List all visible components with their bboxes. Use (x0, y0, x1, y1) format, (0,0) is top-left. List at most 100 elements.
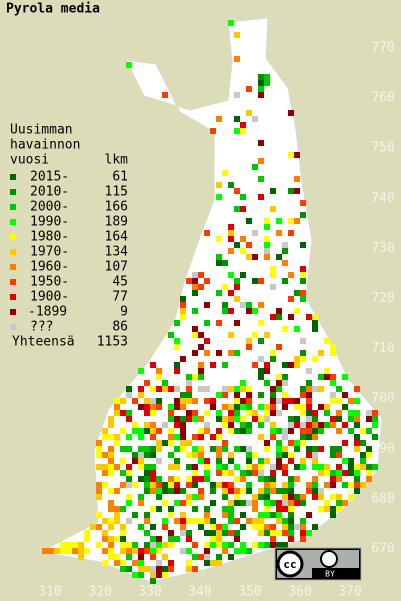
grid-square (246, 344, 252, 350)
grid-square (222, 488, 228, 494)
grid-square (366, 452, 372, 458)
grid-square (258, 338, 264, 344)
grid-square (324, 482, 330, 488)
grid-square (234, 446, 240, 452)
grid-square (168, 506, 174, 512)
grid-square (192, 452, 198, 458)
grid-square (198, 524, 204, 530)
legend-swatch (10, 264, 16, 270)
grid-square (318, 464, 324, 470)
grid-square (234, 530, 240, 536)
grid-square (168, 536, 174, 542)
grid-square (264, 506, 270, 512)
grid-square (102, 536, 108, 542)
grid-square (216, 530, 222, 536)
grid-square (144, 464, 150, 470)
grid-square (282, 362, 288, 368)
grid-square (276, 500, 282, 506)
grid-square (282, 524, 288, 530)
grid-square (258, 488, 264, 494)
grid-square (144, 380, 150, 386)
grid-square (264, 416, 270, 422)
grid-square (132, 548, 138, 554)
grid-square (294, 464, 300, 470)
grid-square (132, 572, 138, 578)
grid-square (348, 482, 354, 488)
grid-square (300, 494, 306, 500)
grid-square (252, 230, 258, 236)
grid-square (180, 518, 186, 524)
grid-square (318, 506, 324, 512)
grid-square (222, 542, 228, 548)
grid-square (336, 476, 342, 482)
grid-square (282, 446, 288, 452)
grid-square (150, 548, 156, 554)
grid-square (114, 512, 120, 518)
grid-square (126, 392, 132, 398)
grid-square (138, 404, 144, 410)
grid-square (294, 356, 300, 362)
grid-square (144, 428, 150, 434)
grid-square (240, 380, 246, 386)
grid-square (288, 428, 294, 434)
grid-square (276, 410, 282, 416)
grid-square (180, 296, 186, 302)
legend-count: 107 (105, 260, 128, 275)
grid-square (192, 494, 198, 500)
grid-square (300, 536, 306, 542)
grid-square (144, 482, 150, 488)
legend-label: 1960- (30, 260, 69, 275)
grid-square (192, 374, 198, 380)
grid-square (276, 254, 282, 260)
grid-square (246, 404, 252, 410)
grid-square (252, 464, 258, 470)
grid-square (306, 368, 312, 374)
grid-square (330, 380, 336, 386)
grid-square (300, 386, 306, 392)
grid-square (258, 494, 264, 500)
grid-square (174, 476, 180, 482)
grid-square (54, 548, 60, 554)
grid-square (300, 500, 306, 506)
grid-square (354, 416, 360, 422)
grid-square (174, 338, 180, 344)
grid-square (144, 446, 150, 452)
grid-square (282, 398, 288, 404)
grid-square (330, 494, 336, 500)
grid-square (174, 518, 180, 524)
grid-square (204, 422, 210, 428)
grid-square (228, 386, 234, 392)
grid-square (126, 410, 132, 416)
grid-square (342, 404, 348, 410)
grid-square (210, 434, 216, 440)
y-tick-label: 720 (371, 291, 394, 306)
grid-square (168, 410, 174, 416)
grid-square (108, 452, 114, 458)
x-tick-label: 360 (288, 585, 311, 600)
grid-square (282, 506, 288, 512)
grid-square (174, 500, 180, 506)
legend-label: 2015- (30, 170, 69, 185)
grid-square (228, 230, 234, 236)
grid-square (186, 410, 192, 416)
grid-square (306, 452, 312, 458)
by-text: BY (325, 570, 335, 579)
grid-square (180, 416, 186, 422)
grid-square (270, 422, 276, 428)
grid-square (156, 488, 162, 494)
grid-square (264, 380, 270, 386)
grid-square (300, 350, 306, 356)
grid-square (168, 464, 174, 470)
grid-square (102, 464, 108, 470)
grid-square (72, 548, 78, 554)
grid-square (276, 458, 282, 464)
grid-square (192, 566, 198, 572)
grid-square (264, 482, 270, 488)
grid-square (294, 422, 300, 428)
grid-square (306, 314, 312, 320)
grid-square (300, 212, 306, 218)
grid-square (174, 458, 180, 464)
grid-square (252, 254, 258, 260)
grid-square (246, 392, 252, 398)
grid-square (264, 362, 270, 368)
